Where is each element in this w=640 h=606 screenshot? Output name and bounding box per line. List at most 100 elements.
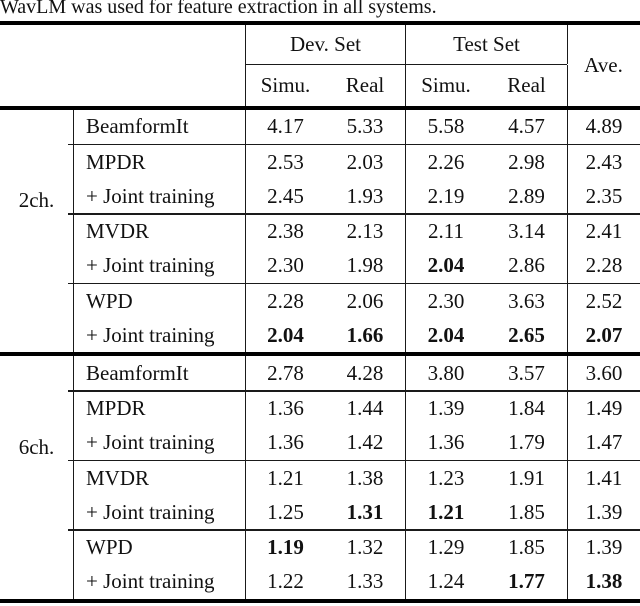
table-header: Dev. Set Test Set Simu. Real Simu. Real …: [0, 24, 640, 106]
method-name: MVDR: [73, 461, 245, 495]
value-cell: 1.21: [405, 495, 486, 529]
subheader-dev-simu: Simu.: [245, 65, 325, 106]
value-cell: 1.91: [508, 465, 545, 490]
caption-wrap: WavLM was used for feature extraction in…: [0, 0, 640, 21]
value-cell: 3.57: [508, 360, 545, 385]
value-cell: 2.98: [508, 149, 545, 174]
block-separator-rule: [68, 143, 640, 145]
value-cell: 1.32: [346, 535, 384, 559]
value-cell: 1.25: [245, 495, 325, 529]
value-cell: 2.65: [508, 322, 545, 347]
value-cell: 1.24: [405, 564, 486, 599]
table-row: BeamformIt 4.17 5.33 5.58 4.57 4.89: [0, 109, 640, 144]
value-cell: 5.58: [405, 109, 486, 144]
value-cell: 1.38: [346, 465, 384, 490]
table-row: WPD 2.28 2.06 2.30 3.63 2.52: [0, 284, 640, 318]
value-cell: 2.86: [508, 253, 545, 277]
group-label: 6ch.: [18, 434, 55, 459]
method-name: MVDR: [73, 214, 245, 249]
method-name: + Joint training: [73, 318, 245, 352]
value-cell: 2.28: [245, 284, 325, 318]
value-cell: 2.30: [405, 284, 486, 318]
value-cell: 1.98: [346, 253, 384, 277]
value-cell: 3.63: [508, 288, 545, 313]
method-name: + Joint training: [73, 564, 245, 599]
method-block: BeamformIt 2.78 4.28 3.80 3.57 3.60: [0, 356, 640, 390]
method-block: WPD 1.19 1.32 1.29 1.85 1.39 + Joint training 1…: [0, 530, 640, 599]
value-cell: 1.85: [508, 499, 545, 524]
method-name: WPD: [73, 284, 245, 318]
table-row: + Joint training 2.30 1.98 2.04 2.86 2.28: [0, 248, 640, 283]
table-row: + Joint training 1.36 1.42 1.36 1.79 1.47: [0, 425, 640, 460]
method-name: + Joint training: [73, 179, 245, 213]
top-rule: [0, 21, 640, 25]
value-cell: 2.28: [567, 248, 640, 283]
header-row-sets: Dev. Set Test Set: [0, 24, 640, 64]
block-separator-rule: [68, 282, 640, 284]
block-separator-rule: [68, 529, 640, 531]
header-test-set: Test Set: [405, 24, 567, 64]
method-name: WPD: [73, 530, 245, 565]
value-cell: 3.80: [405, 356, 486, 390]
method-name: BeamformIt: [73, 356, 245, 390]
value-cell: 2.03: [346, 149, 384, 174]
value-cell: 5.33: [346, 114, 384, 138]
value-cell: 1.23: [405, 461, 486, 495]
value-cell: 1.38: [567, 564, 640, 599]
value-cell: 4.57: [508, 114, 545, 138]
value-cell: 2.19: [405, 179, 486, 213]
table-row: + Joint training 1.22 1.33 1.24 1.77 1.38: [0, 564, 640, 599]
group-label: 2ch.: [18, 188, 55, 213]
value-cell: 3.60: [567, 356, 640, 390]
table-row: + Joint training 1.25 1.31 1.21 1.85 1.39: [0, 495, 640, 529]
group-2ch: 2ch. BeamformIt 4.17 5.33 5.58 4.57 4.89 MPDR 2.…: [0, 109, 640, 352]
value-cell: 2.04: [405, 248, 486, 283]
block-separator-rule: [68, 459, 640, 461]
value-cell: 2.04: [405, 318, 486, 352]
value-cell: 1.21: [245, 461, 325, 495]
value-cell: 2.26: [405, 145, 486, 179]
value-cell: 1.29: [405, 530, 486, 565]
block-separator-rule: [68, 390, 640, 392]
header-dev-set: Dev. Set: [245, 24, 405, 64]
value-cell: 2.53: [245, 145, 325, 179]
table-row: MPDR 2.53 2.03 2.26 2.98 2.43: [0, 145, 640, 179]
table-row: MVDR 1.21 1.38 1.23 1.91 1.41: [0, 461, 640, 495]
subheader-test-simu: Simu.: [405, 65, 486, 106]
value-cell: 1.39: [567, 495, 640, 529]
value-cell: 1.36: [245, 391, 325, 426]
value-cell: 1.36: [245, 425, 325, 460]
bottom-rule: [0, 598, 640, 603]
group-separator-rule: [0, 352, 640, 356]
table-row: MVDR 2.38 2.13 2.11 3.14 2.41: [0, 214, 640, 249]
method-name: BeamformIt: [73, 109, 245, 144]
header-ave: Ave.: [584, 52, 623, 77]
value-cell: 1.66: [346, 322, 384, 347]
value-cell: 4.28: [346, 360, 384, 385]
method-block: MPDR 2.53 2.03 2.26 2.98 2.43 + Joint training…: [0, 145, 640, 213]
value-cell: 2.78: [245, 356, 325, 390]
value-cell: 1.22: [245, 564, 325, 599]
header-row-subsets: Simu. Real Simu. Real: [0, 65, 640, 106]
value-cell: 1.39: [567, 530, 640, 565]
value-cell: 2.35: [567, 179, 640, 213]
table-row: + Joint training 2.45 1.93 2.19 2.89 2.35: [0, 179, 640, 213]
method-name: + Joint training: [73, 248, 245, 283]
method-block: MPDR 1.36 1.44 1.39 1.84 1.49 + Joint training…: [0, 391, 640, 460]
method-name: + Joint training: [73, 425, 245, 460]
group-6ch: 6ch. BeamformIt 2.78 4.28 3.80 3.57 3.60 MPDR 1.…: [0, 356, 640, 599]
value-cell: 1.79: [508, 430, 545, 454]
value-cell: 2.11: [405, 214, 486, 249]
table-row: + Joint training 2.04 1.66 2.04 2.65 2.07: [0, 318, 640, 352]
value-cell: 2.45: [245, 179, 325, 213]
value-cell: 4.89: [567, 109, 640, 144]
table-caption: WavLM was used for feature extraction in…: [0, 0, 437, 18]
value-cell: 1.93: [346, 183, 384, 208]
method-block: MVDR 2.38 2.13 2.11 3.14 2.41 + Joint training…: [0, 214, 640, 283]
value-cell: 2.89: [508, 183, 545, 208]
value-cell: 1.39: [405, 391, 486, 426]
value-cell: 2.38: [245, 214, 325, 249]
table-row: WPD 1.19 1.32 1.29 1.85 1.39: [0, 530, 640, 565]
value-cell: 1.49: [567, 391, 640, 426]
value-cell: 1.44: [346, 396, 384, 420]
